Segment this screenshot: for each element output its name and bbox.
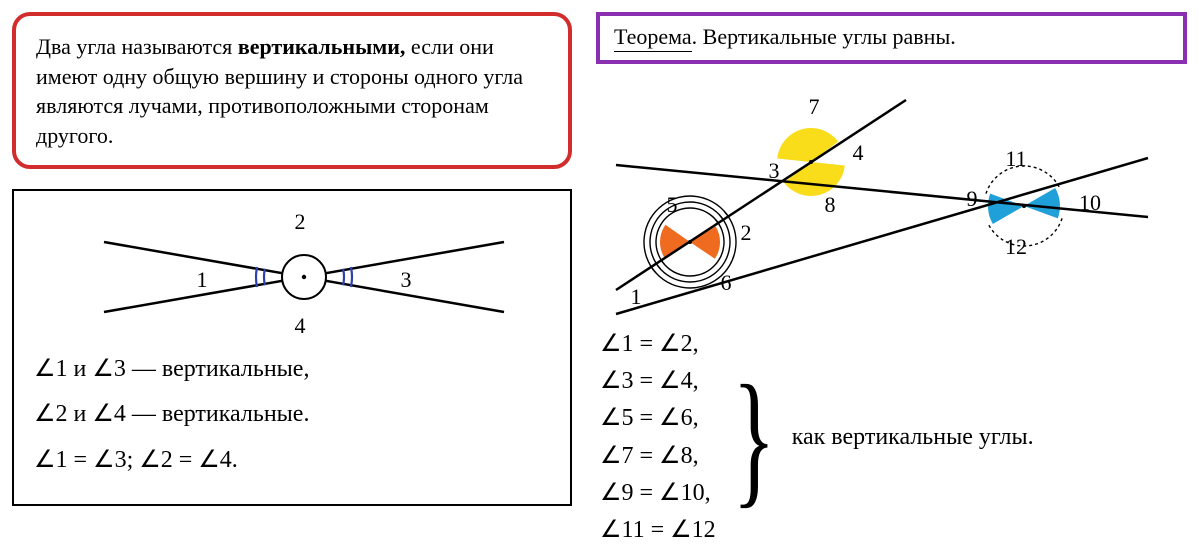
svg-text:11: 11 <box>1005 146 1026 171</box>
left-diagram: 1 2 3 4 <box>34 207 550 337</box>
svg-text:2: 2 <box>295 209 306 234</box>
svg-text:6: 6 <box>721 270 732 295</box>
theorem-text: . Вертикальные углы равны. <box>692 24 956 49</box>
svg-text:5: 5 <box>667 192 678 217</box>
svg-text:10: 10 <box>1079 190 1101 215</box>
right-equalities-block: ∠1 = ∠2, ∠3 = ∠4, ∠5 = ∠6, ∠7 = ∠8, ∠9 =… <box>596 324 1187 551</box>
svg-text:12: 12 <box>1005 234 1027 259</box>
left-column: Два угла называются вертикальными, если … <box>12 12 572 506</box>
right-diagram: 123456789101112 <box>596 90 1187 320</box>
eq-1: ∠1 = ∠2, <box>600 326 716 363</box>
left-diagram-box: 1 2 3 4 ∠1 и ∠3 — вертикальные, ∠2 и ∠4 — в… <box>12 189 572 506</box>
two-column-layout: Два угла называются вертикальными, если … <box>12 12 1187 551</box>
svg-text:2: 2 <box>741 220 752 245</box>
svg-text:4: 4 <box>853 140 864 165</box>
svg-text:7: 7 <box>809 94 820 119</box>
eq-2: ∠3 = ∠4, <box>600 363 716 400</box>
eq-6: ∠11 = ∠12 <box>600 512 716 549</box>
eq-3: ∠5 = ∠6, <box>600 400 716 437</box>
svg-text:3: 3 <box>769 158 780 183</box>
left-note-2: ∠2 и ∠4 — вертикальные. <box>34 392 550 438</box>
definition-bold: вертикальными, <box>238 34 406 59</box>
svg-text:8: 8 <box>825 192 836 217</box>
brace-icon: } <box>732 363 775 513</box>
left-note-3: ∠1 = ∠3; ∠2 = ∠4. <box>34 438 550 484</box>
definition-text-pre: Два угла называются <box>36 34 238 59</box>
theorem-label: Теорема <box>614 24 692 52</box>
svg-text:9: 9 <box>967 186 978 211</box>
conclusion-text: как вертикальные углы. <box>792 419 1034 456</box>
eq-4: ∠7 = ∠8, <box>600 438 716 475</box>
right-column: Теорема. Вертикальные углы равны. 123456… <box>596 12 1187 551</box>
left-note-1: ∠1 и ∠3 — вертикальные, <box>34 347 550 393</box>
page: Два угла называются вертикальными, если … <box>0 0 1199 543</box>
svg-text:4: 4 <box>295 313 306 337</box>
definition-box: Два угла называются вертикальными, если … <box>12 12 572 169</box>
eq-5: ∠9 = ∠10, <box>600 475 716 512</box>
svg-text:3: 3 <box>401 267 412 292</box>
svg-text:1: 1 <box>197 267 208 292</box>
svg-text:1: 1 <box>631 284 642 309</box>
equalities-list: ∠1 = ∠2, ∠3 = ∠4, ∠5 = ∠6, ∠7 = ∠8, ∠9 =… <box>596 324 716 551</box>
theorem-box: Теорема. Вертикальные углы равны. <box>596 12 1187 64</box>
